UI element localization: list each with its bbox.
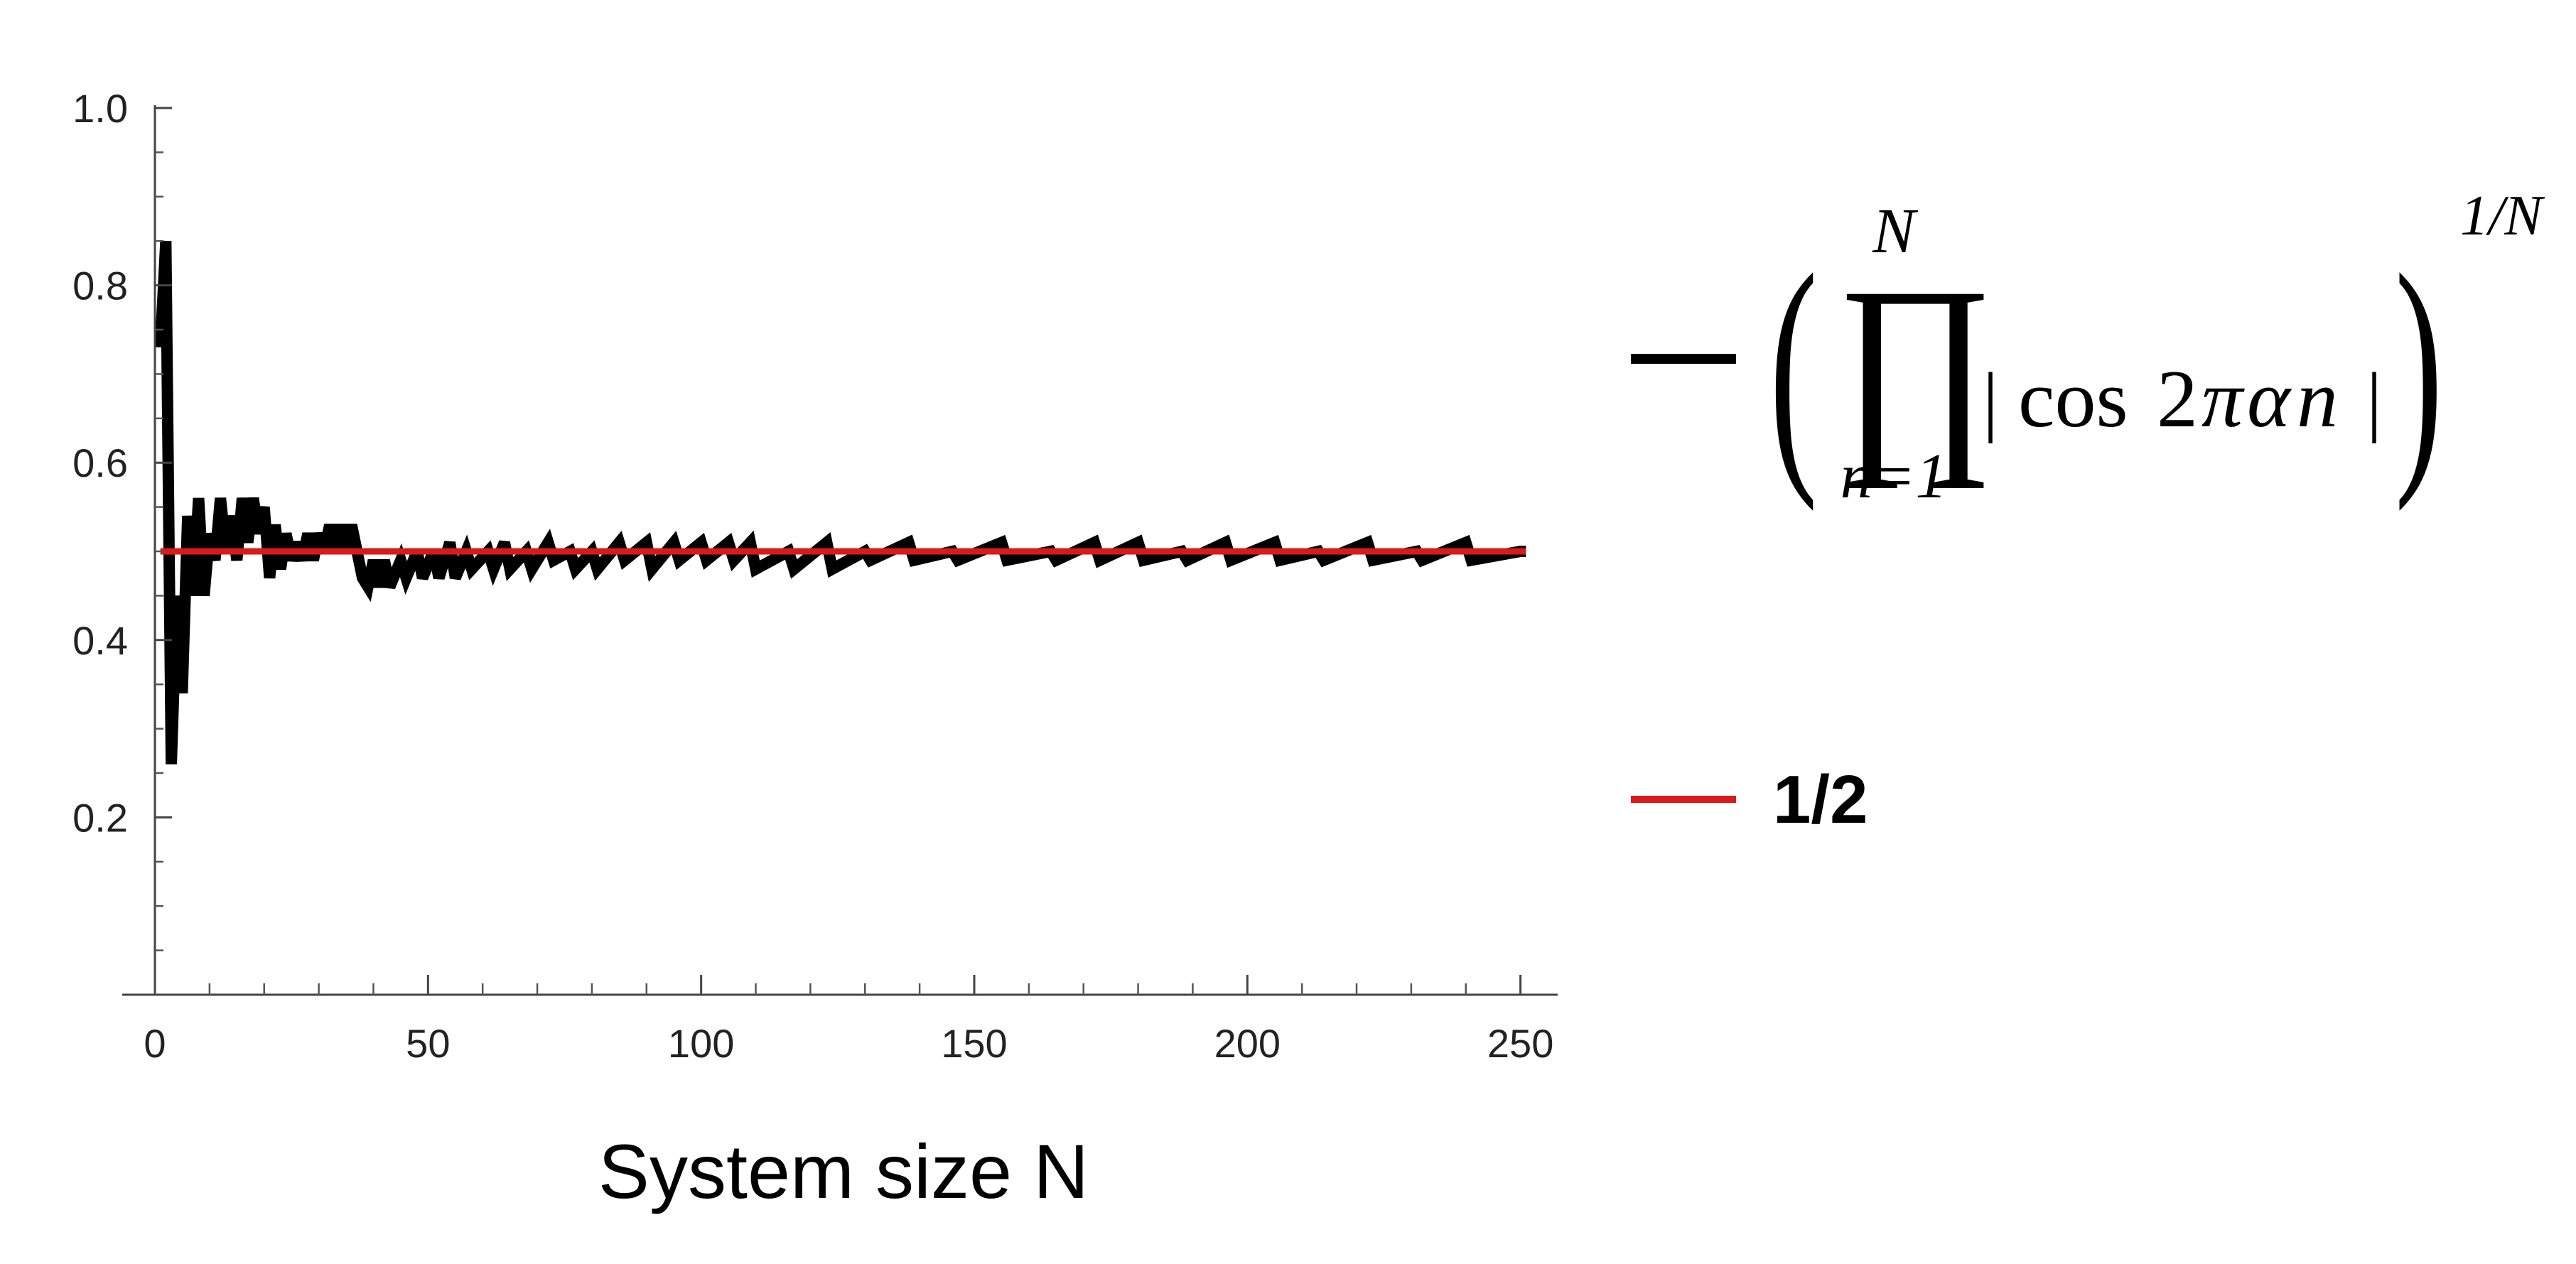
legend-upper-limit: N: [1872, 196, 1919, 266]
legend-abs-left: |: [1983, 357, 1998, 443]
y-tick-label: 0.2: [72, 795, 128, 840]
legend: ( ∏ N n=1 | cos 2 π α n | ) 1/N 1/2: [1631, 185, 2545, 838]
legend-open-paren: (: [1769, 220, 1818, 512]
x-axis-title: System size N: [598, 1128, 1089, 1214]
x-tick-label: 50: [406, 1021, 450, 1066]
legend-arg-two: 2: [2157, 354, 2198, 445]
axes: 0 50 100 150 200 250 0.2 0.4 0.6 0.8 1.0: [72, 86, 1558, 1066]
y-tick-label: 1.0: [72, 86, 128, 131]
legend-lower-limit: n=1: [1841, 441, 1948, 512]
legend-abs-right: |: [2366, 357, 2382, 443]
legend-entry-formula: ( ∏ N n=1 | cos 2 π α n | ) 1/N: [1631, 185, 2545, 512]
legend-product-symbol: ∏: [1836, 242, 1994, 490]
y-tick-label: 0.6: [72, 441, 128, 485]
plot-area: [154, 240, 1526, 765]
y-tick-label: 0.4: [72, 618, 128, 663]
x-tick-label: 250: [1487, 1021, 1553, 1066]
x-tick-label: 0: [144, 1021, 166, 1066]
legend-close-paren: ): [2395, 220, 2443, 512]
y-tick-label: 0.8: [72, 264, 128, 308]
legend-arg-alpha: α: [2247, 354, 2292, 445]
x-tick-label: 100: [668, 1021, 734, 1066]
legend-arg-pi: π: [2202, 354, 2245, 445]
x-tick-label: 150: [941, 1021, 1007, 1066]
legend-exponent: 1/N: [2460, 185, 2545, 247]
legend-label-half: 1/2: [1773, 762, 1868, 838]
series-line-formula: [154, 240, 1526, 765]
x-tick-label: 200: [1214, 1021, 1281, 1066]
legend-cos: cos: [2018, 354, 2128, 445]
legend-arg-n: n: [2297, 354, 2338, 445]
legend-entry-half: 1/2: [1631, 762, 1868, 838]
